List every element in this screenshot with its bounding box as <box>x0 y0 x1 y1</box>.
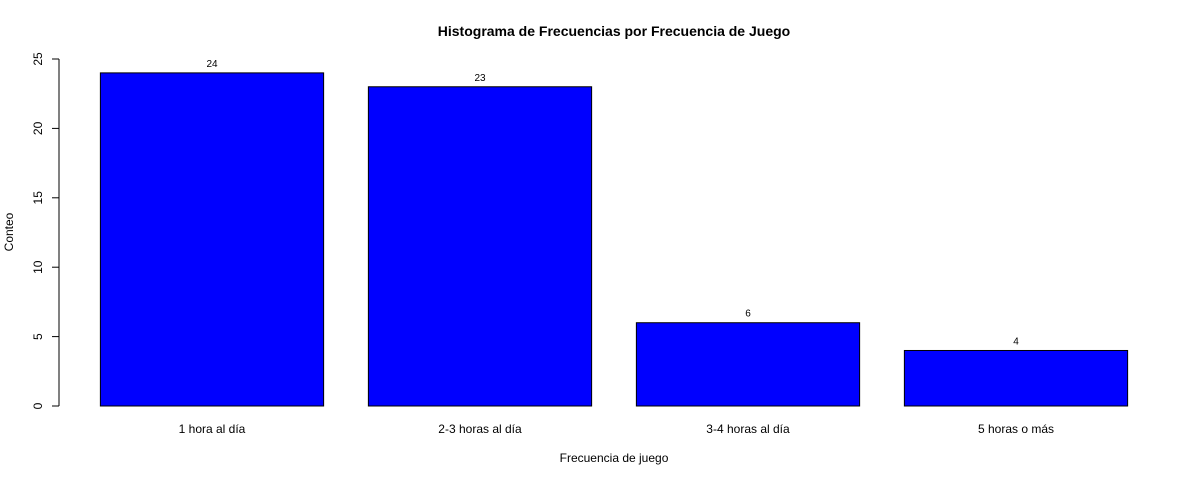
x-tick-label: 2-3 horas al día <box>438 422 522 436</box>
y-tick-label: 20 <box>31 121 45 135</box>
y-tick-label: 25 <box>31 52 45 66</box>
y-tick-label: 10 <box>31 260 45 274</box>
x-tick-label: 3-4 horas al día <box>706 422 790 436</box>
y-axis: 0 5 10 15 20 25 <box>31 52 60 409</box>
chart-title: Histograma de Frecuencias por Frecuencia… <box>438 23 790 39</box>
bar-value-label: 4 <box>1013 336 1019 347</box>
bar <box>903 349 1129 407</box>
y-tick-label: 15 <box>31 191 45 205</box>
x-tick-label: 1 hora al día <box>179 422 246 436</box>
bar-value-label: 23 <box>474 73 486 84</box>
bar <box>99 72 325 407</box>
x-axis-labels: 1 hora al día 2-3 horas al día 3-4 horas a… <box>179 422 1054 436</box>
x-tick-label: 5 horas o más <box>978 422 1054 436</box>
bar-value-label: 24 <box>206 59 218 70</box>
bar <box>367 86 593 407</box>
bars-group: 24 23 6 4 <box>99 59 1129 407</box>
bar-value-label: 6 <box>745 309 751 320</box>
y-tick-label: 5 <box>31 333 45 340</box>
y-axis-title: Conteo <box>2 212 16 251</box>
y-tick-label: 0 <box>31 402 45 409</box>
bar <box>635 322 861 407</box>
x-axis-title: Frecuencia de juego <box>560 451 669 465</box>
